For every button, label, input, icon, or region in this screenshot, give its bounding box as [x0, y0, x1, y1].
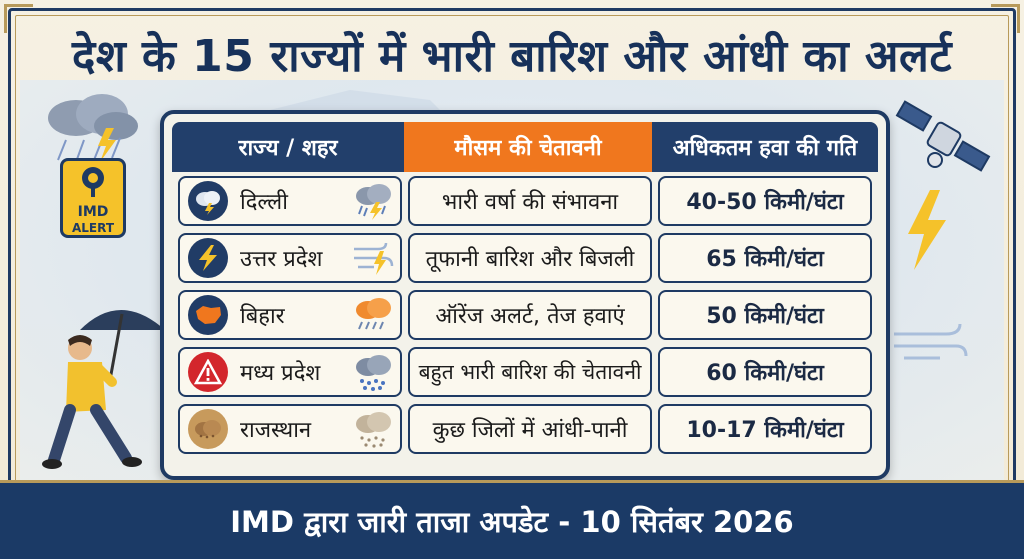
table-row: मध्य प्रदेश बहुत भारी बारिश की चेतावनी 6…: [178, 347, 872, 397]
state-cell: उत्तर प्रदेश: [178, 233, 402, 283]
page-title: देश के 15 राज्यों में भारी बारिश और आंधी…: [71, 31, 953, 82]
state-name: राजस्थान: [240, 418, 312, 443]
table-row: उत्तर प्रदेश तूफानी बारिश और बिजली 65 कि…: [178, 233, 872, 283]
imd-alert-badge: IMD ALERT: [60, 158, 126, 238]
dust-cloud-rain-icon: [356, 412, 391, 448]
warning-triangle-icon: [188, 352, 228, 392]
lightning-icon: [188, 238, 228, 278]
state-cell: राजस्थान: [178, 404, 402, 454]
imd-badge-line2: ALERT: [71, 221, 115, 235]
wind-icon: [894, 323, 968, 360]
satellite-icon: [895, 100, 991, 172]
heavy-rain-cloud-icon: [356, 355, 391, 391]
state-cell: बिहार: [178, 290, 402, 340]
wind-speed-cell: 60 किमी/घंटा: [658, 347, 872, 397]
satellite-dish-icon: [82, 167, 104, 197]
header-warning: मौसम की चेतावनी: [404, 122, 652, 172]
storm-cloud-icon: [188, 181, 228, 221]
table-row: दिल्ली भारी वर्षा की संभावना 40-50 किमी/…: [178, 176, 872, 226]
wind-speed-cell: 10-17 किमी/घंटा: [658, 404, 872, 454]
bihar-map-icon: [188, 295, 228, 335]
state-name: मध्य प्रदेश: [240, 361, 321, 386]
corner-ornament: [991, 4, 1020, 33]
footer-text: IMD द्वारा जारी ताजा अपडेट - 10 सितंबर 2…: [230, 504, 794, 539]
wind-lightning-icon: [354, 242, 394, 275]
footer-banner: IMD द्वारा जारी ताजा अपडेट - 10 सितंबर 2…: [0, 480, 1024, 559]
table-row: बिहार ऑरेंज अलर्ट, तेज हवाएं 50 किमी/घंट…: [178, 290, 872, 340]
corner-ornament: [4, 4, 33, 33]
table-header: राज्य / शहर मौसम की चेतावनी अधिकतम हवा क…: [172, 122, 878, 172]
wind-speed-cell: 50 किमी/घंटा: [658, 290, 872, 340]
orange-cloud-rain-icon: [356, 298, 391, 330]
warning-cell: ऑरेंज अलर्ट, तेज हवाएं: [408, 290, 652, 340]
warning-cell: बहुत भारी बारिश की चेतावनी: [408, 347, 652, 397]
warning-cell: भारी वर्षा की संभावना: [408, 176, 652, 226]
header-state: राज्य / शहर: [172, 122, 404, 172]
rain-cloud-icon: [48, 94, 138, 163]
state-name: बिहार: [240, 304, 285, 329]
table-row: राजस्थान कुछ जिलों में आंधी-पानी 10-17 क…: [178, 404, 872, 454]
dust-storm-icon: [188, 409, 228, 449]
wind-speed-cell: 65 किमी/घंटा: [658, 233, 872, 283]
state-name: उत्तर प्रदेश: [240, 247, 323, 272]
wind-speed-cell: 40-50 किमी/घंटा: [658, 176, 872, 226]
state-cell: दिल्ली: [178, 176, 402, 226]
imd-badge-line1: IMD: [77, 204, 109, 220]
thunderstorm-rain-icon: [356, 184, 391, 220]
warning-cell: तूफानी बारिश और बिजली: [408, 233, 652, 283]
warning-cell: कुछ जिलों में आंधी-पानी: [408, 404, 652, 454]
lightning-bolt-icon: [908, 190, 946, 270]
man-with-umbrella-illustration: [42, 310, 165, 469]
state-cell: मध्य प्रदेश: [178, 347, 402, 397]
weather-alert-table: राज्य / शहर मौसम की चेतावनी अधिकतम हवा क…: [160, 110, 890, 480]
header-wind-speed: अधिकतम हवा की गति: [652, 122, 878, 172]
state-name: दिल्ली: [240, 190, 288, 215]
